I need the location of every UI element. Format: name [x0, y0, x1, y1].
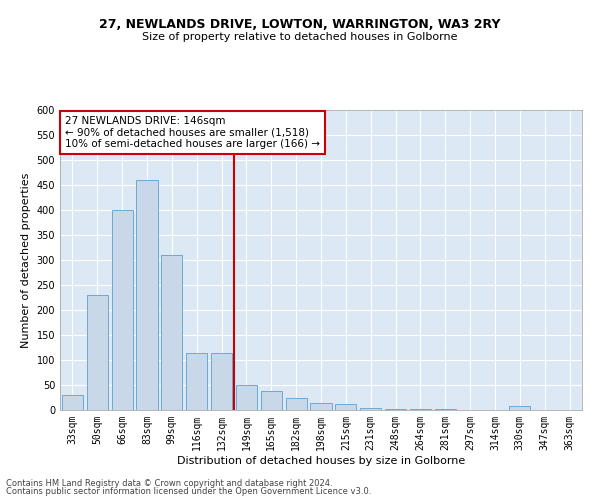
Bar [335, 404, 356, 410]
Bar [261, 391, 282, 410]
Bar [161, 255, 182, 410]
Y-axis label: Number of detached properties: Number of detached properties [21, 172, 31, 348]
Bar [186, 352, 207, 410]
Text: 27 NEWLANDS DRIVE: 146sqm
← 90% of detached houses are smaller (1,518)
10% of se: 27 NEWLANDS DRIVE: 146sqm ← 90% of detac… [65, 116, 320, 149]
Bar [310, 402, 332, 410]
Text: Size of property relative to detached houses in Golborne: Size of property relative to detached ho… [142, 32, 458, 42]
Text: 27, NEWLANDS DRIVE, LOWTON, WARRINGTON, WA3 2RY: 27, NEWLANDS DRIVE, LOWTON, WARRINGTON, … [99, 18, 501, 30]
Text: Contains public sector information licensed under the Open Government Licence v3: Contains public sector information licen… [6, 487, 371, 496]
Bar [87, 295, 108, 410]
Bar [136, 180, 158, 410]
Bar [112, 210, 133, 410]
X-axis label: Distribution of detached houses by size in Golborne: Distribution of detached houses by size … [177, 456, 465, 466]
Bar [385, 409, 406, 410]
Bar [62, 395, 83, 410]
Text: Contains HM Land Registry data © Crown copyright and database right 2024.: Contains HM Land Registry data © Crown c… [6, 478, 332, 488]
Bar [410, 409, 431, 410]
Bar [435, 409, 456, 410]
Bar [360, 408, 381, 410]
Bar [509, 406, 530, 410]
Bar [286, 398, 307, 410]
Bar [211, 352, 232, 410]
Bar [236, 385, 257, 410]
